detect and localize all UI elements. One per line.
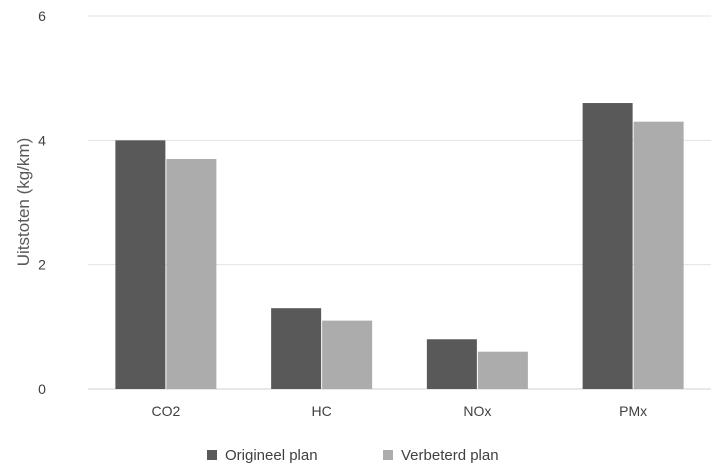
y-tick-label: 0: [38, 381, 46, 397]
x-category-label: HC: [312, 403, 332, 419]
legend: Origineel plan Verbeterd plan: [207, 447, 499, 464]
y-tick-label: 2: [38, 257, 46, 273]
y-tick-label: 6: [38, 8, 46, 24]
y-axis-title: Uitstoten (kg/km): [14, 138, 33, 266]
bar-pmx-series-2: [633, 121, 684, 389]
legend-swatch: [383, 450, 393, 460]
x-category-label: NOx: [463, 403, 491, 419]
legend-swatch: [207, 450, 217, 460]
legend-label: Origineel plan: [225, 447, 318, 464]
x-category-label: CO2: [151, 403, 180, 419]
bars: [115, 103, 684, 390]
y-tick-label: 4: [38, 132, 46, 148]
bar-nox-series-1: [426, 339, 477, 389]
bar-hc-series-1: [271, 308, 322, 389]
x-category-label: PMx: [619, 403, 647, 419]
bar-hc-series-2: [322, 320, 373, 389]
bar-nox-series-2: [477, 351, 528, 389]
x-axis-categories: CO2 HC NOx PMx: [151, 403, 647, 419]
bar-co2-series-1: [115, 140, 166, 389]
legend-label: Verbeterd plan: [401, 447, 499, 464]
y-axis-ticks: 0 2 4 6: [38, 8, 46, 397]
bar-co2-series-2: [166, 158, 217, 389]
bar-pmx-series-1: [582, 103, 633, 390]
